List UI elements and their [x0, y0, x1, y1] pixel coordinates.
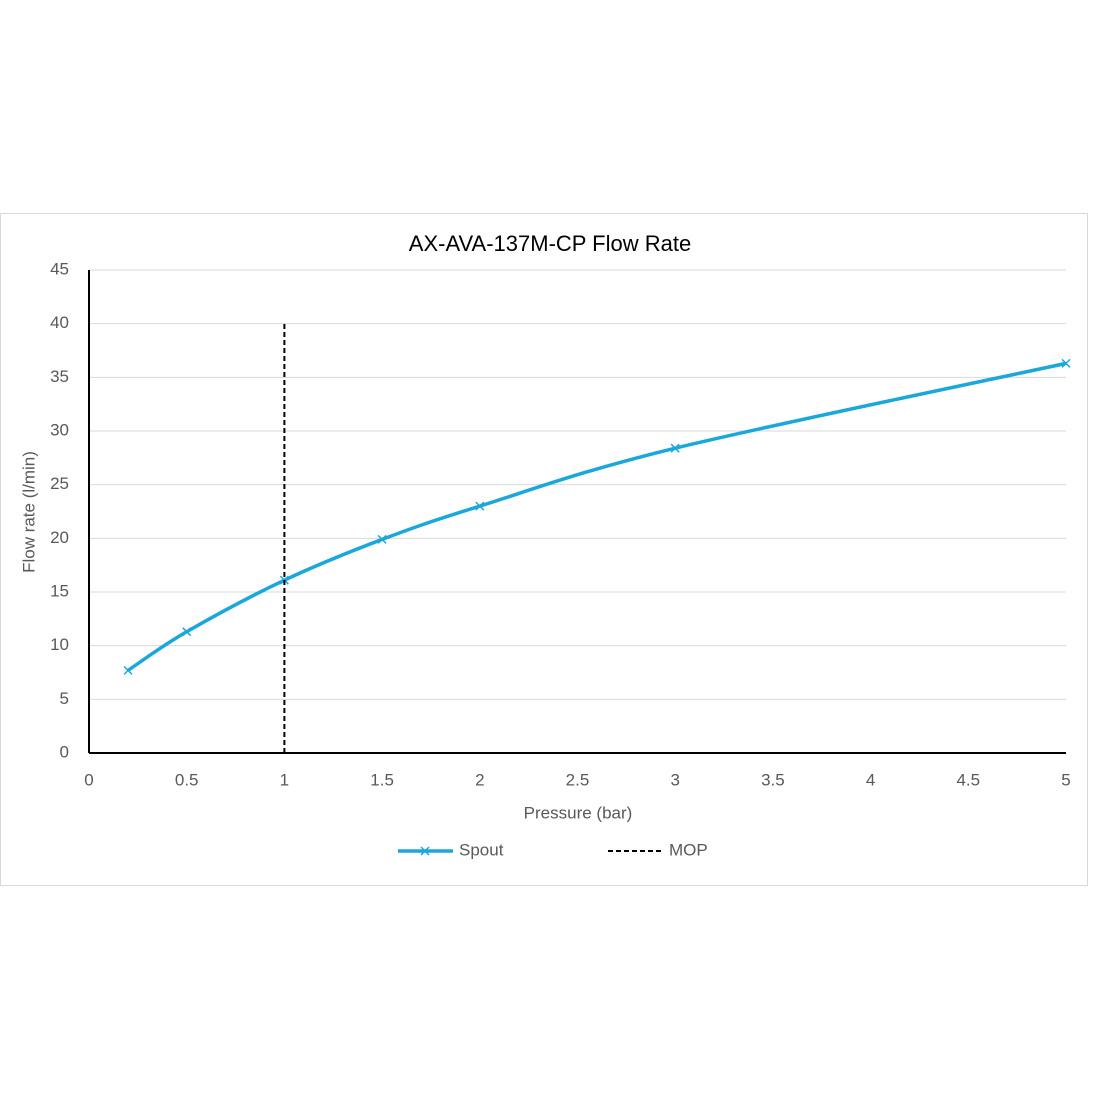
x-tick-label: 5	[1061, 770, 1070, 789]
marker	[182, 627, 192, 637]
y-tick-label: 25	[50, 474, 69, 493]
legend-label: Spout	[459, 840, 504, 859]
y-axis-label: Flow rate (l/min)	[19, 451, 38, 573]
y-tick-label: 15	[50, 581, 69, 600]
x-tick-label: 0	[84, 770, 93, 789]
x-tick-label: 4.5	[956, 770, 980, 789]
legend-label: MOP	[669, 840, 708, 859]
x-tick-label: 1	[280, 770, 289, 789]
y-tick-label: 0	[60, 742, 69, 761]
marker	[670, 443, 680, 453]
series-line	[127, 361, 1067, 672]
x-tick-label: 1.5	[370, 770, 394, 789]
x-tick-label: 2	[475, 770, 484, 789]
legend-marker	[420, 846, 430, 856]
marker	[123, 665, 133, 675]
x-tick-label: 2.5	[566, 770, 590, 789]
x-tick-label: 3	[670, 770, 679, 789]
x-axis-label: Pressure (bar)	[524, 803, 633, 822]
x-tick-label: 4	[866, 770, 875, 789]
chart-title: AX-AVA-137M-CP Flow Rate	[409, 231, 691, 256]
marker	[475, 501, 485, 511]
y-tick-label: 40	[50, 313, 69, 332]
chart-frame	[0, 213, 1088, 886]
y-tick-label: 10	[50, 635, 69, 654]
y-tick-label: 20	[50, 528, 69, 547]
x-tick-label: 0.5	[175, 770, 199, 789]
y-tick-label: 45	[50, 259, 69, 278]
y-tick-label: 5	[60, 689, 69, 708]
y-tick-label: 35	[50, 367, 69, 386]
marker	[1061, 358, 1071, 368]
x-tick-label: 3.5	[761, 770, 785, 789]
marker	[377, 534, 387, 544]
y-tick-label: 30	[50, 420, 69, 439]
